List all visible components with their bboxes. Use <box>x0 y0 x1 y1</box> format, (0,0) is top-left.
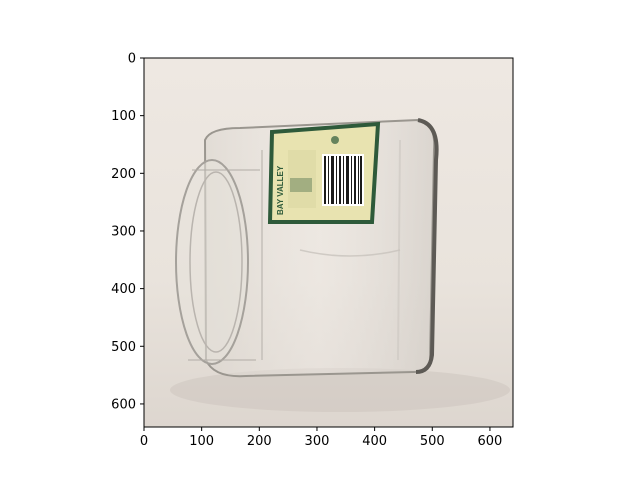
label-brand-text: BAY VALLEY <box>276 165 285 215</box>
y-tick-label: 400 <box>111 282 136 297</box>
x-tick-label: 400 <box>362 434 387 449</box>
x-tick-label: 600 <box>478 434 503 449</box>
y-tick-label: 300 <box>111 224 136 239</box>
y-tick-label: 0 <box>128 52 136 67</box>
jar-mouth <box>175 159 249 365</box>
x-tick-label: 500 <box>420 434 445 449</box>
y-axis-ticks: 0 100 200 300 400 500 600 <box>111 52 144 412</box>
jar-base-rim <box>415 118 439 374</box>
jar-shadow <box>170 368 510 412</box>
axes-frame <box>143 57 514 428</box>
x-tick-label: 200 <box>247 434 272 449</box>
jar-mouth-inner <box>189 171 243 353</box>
x-tick-label: 300 <box>305 434 330 449</box>
jar-label: BAY VALLEY <box>267 121 381 224</box>
barcode <box>322 154 364 206</box>
y-tick-label: 200 <box>111 167 136 182</box>
photo-image: BAY VALLEY <box>144 58 513 427</box>
y-tick-label: 500 <box>111 340 136 355</box>
x-axis-ticks: 0 100 200 300 400 500 600 <box>140 427 502 449</box>
y-tick-label: 100 <box>111 109 136 124</box>
x-tick-label: 100 <box>189 434 214 449</box>
x-tick-label: 0 <box>140 434 148 449</box>
y-tick-label: 600 <box>111 397 136 412</box>
